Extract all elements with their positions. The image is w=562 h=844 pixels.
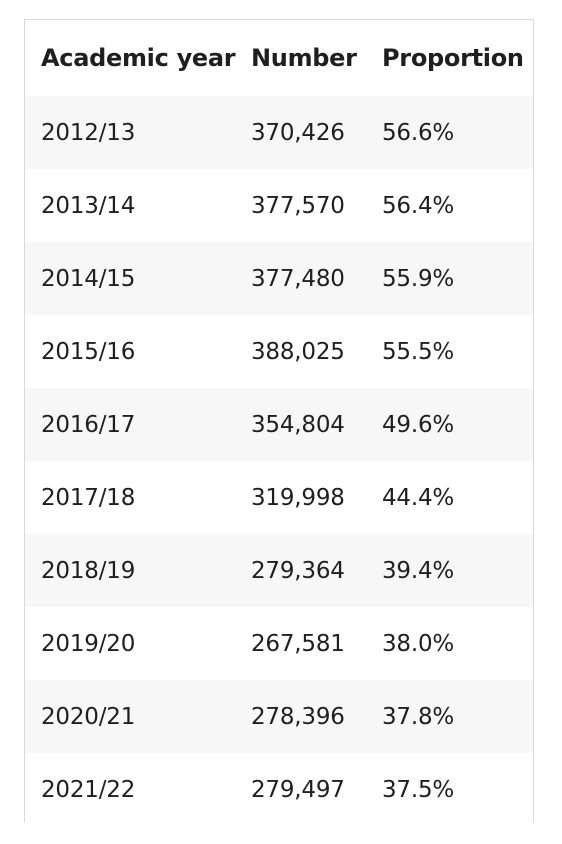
cell-number: 370,426 bbox=[251, 119, 345, 146]
academic-year-table: Academic year Number Proportion 2012/13 … bbox=[25, 20, 533, 826]
cell-proportion: 56.6% bbox=[382, 119, 455, 146]
cell-number: 279,364 bbox=[251, 557, 345, 584]
cell-proportion: 55.5% bbox=[382, 338, 455, 365]
cell-academic-year: 2019/20 bbox=[41, 630, 136, 657]
cell-academic-year: 2012/13 bbox=[41, 119, 136, 146]
cell-number: 377,480 bbox=[251, 265, 345, 292]
column-header-academic-year: Academic year bbox=[41, 44, 236, 72]
cell-proportion: 38.0% bbox=[382, 630, 455, 657]
cell-number: 354,804 bbox=[251, 411, 345, 438]
cell-number: 267,581 bbox=[251, 630, 345, 657]
cell-proportion: 56.4% bbox=[382, 192, 455, 219]
cell-academic-year: 2018/19 bbox=[41, 557, 136, 584]
table-row: 2014/15 377,480 55.9% bbox=[25, 242, 533, 315]
cell-academic-year: 2014/15 bbox=[41, 265, 136, 292]
cell-number: 388,025 bbox=[251, 338, 345, 365]
cell-academic-year: 2020/21 bbox=[41, 703, 136, 730]
cell-proportion: 37.8% bbox=[382, 703, 455, 730]
cell-proportion: 39.4% bbox=[382, 557, 455, 584]
table-row: 2021/22 279,497 37.5% bbox=[25, 753, 533, 826]
table-header-row: Academic year Number Proportion bbox=[25, 20, 533, 96]
cell-academic-year: 2015/16 bbox=[41, 338, 136, 365]
cell-number: 377,570 bbox=[251, 192, 345, 219]
table-row: 2015/16 388,025 55.5% bbox=[25, 315, 533, 388]
cell-academic-year: 2017/18 bbox=[41, 484, 136, 511]
table-row: 2016/17 354,804 49.6% bbox=[25, 388, 533, 461]
cell-academic-year: 2013/14 bbox=[41, 192, 136, 219]
cell-academic-year: 2016/17 bbox=[41, 411, 136, 438]
column-header-proportion: Proportion bbox=[382, 44, 524, 72]
cell-number: 319,998 bbox=[251, 484, 345, 511]
table-row: 2020/21 278,396 37.8% bbox=[25, 680, 533, 753]
column-header-number: Number bbox=[251, 44, 357, 72]
cell-proportion: 55.9% bbox=[382, 265, 455, 292]
table-row: 2017/18 319,998 44.4% bbox=[25, 461, 533, 534]
table-row: 2012/13 370,426 56.6% bbox=[25, 96, 533, 169]
data-table-container: Academic year Number Proportion 2012/13 … bbox=[24, 19, 534, 826]
cell-proportion: 49.6% bbox=[382, 411, 455, 438]
cell-proportion: 44.4% bbox=[382, 484, 455, 511]
table-row: 2019/20 267,581 38.0% bbox=[25, 607, 533, 680]
table-row: 2013/14 377,570 56.4% bbox=[25, 169, 533, 242]
cell-number: 278,396 bbox=[251, 703, 345, 730]
cell-proportion: 37.5% bbox=[382, 776, 455, 803]
cell-number: 279,497 bbox=[251, 776, 345, 803]
cell-academic-year: 2021/22 bbox=[41, 776, 136, 803]
table-row: 2018/19 279,364 39.4% bbox=[25, 534, 533, 607]
